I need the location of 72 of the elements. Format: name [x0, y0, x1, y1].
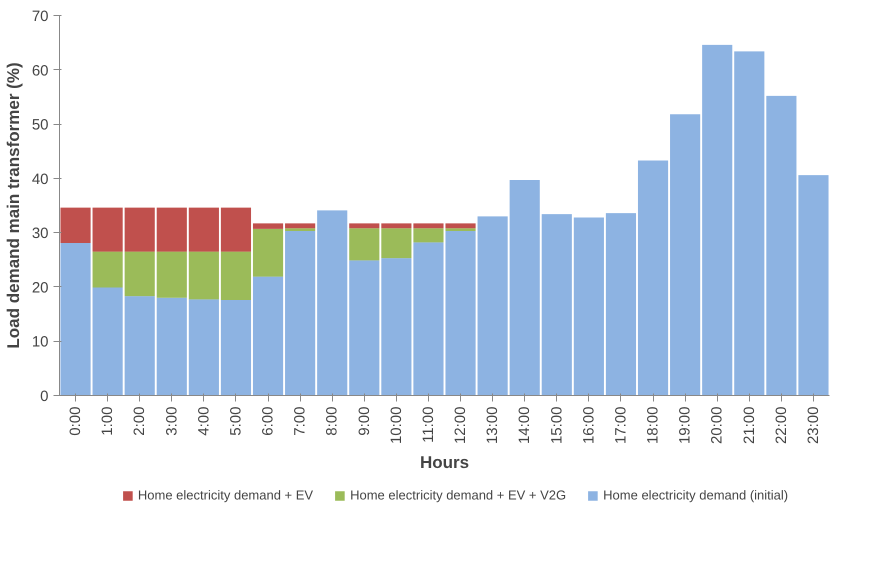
- bar: [413, 223, 444, 228]
- x-tick-label: 10:00: [388, 406, 405, 444]
- x-axis-title: Hours: [420, 453, 470, 472]
- bar: [381, 228, 412, 258]
- y-axis-title: Load demand main transformer (%): [4, 62, 23, 349]
- bar: [445, 231, 476, 396]
- bar: [252, 223, 284, 229]
- y-tick-label: 70: [32, 8, 49, 25]
- x-tick-label: 18:00: [644, 406, 662, 444]
- bar: [413, 228, 444, 242]
- bar: [349, 223, 380, 228]
- bar: [252, 228, 284, 277]
- bar: [285, 231, 316, 396]
- bar: [798, 175, 829, 396]
- x-tick-label: 5:00: [227, 406, 244, 436]
- x-tick-label: 1:00: [99, 406, 116, 436]
- y-tick-label: 50: [32, 116, 49, 134]
- x-tick-label: 19:00: [676, 406, 694, 444]
- bar: [670, 114, 700, 396]
- x-tick-label: 6:00: [260, 406, 277, 436]
- bar: [574, 217, 604, 396]
- y-tick-label: 20: [32, 279, 49, 296]
- bar: [60, 208, 91, 243]
- bar: [220, 252, 252, 300]
- bar: [188, 208, 219, 252]
- x-tick-label: 15:00: [548, 406, 566, 444]
- y-tick-label: 10: [32, 334, 49, 351]
- bar: [220, 300, 252, 396]
- bar: [92, 287, 123, 396]
- bar: [638, 160, 668, 396]
- x-tick-label: 21:00: [740, 406, 758, 444]
- x-tick-label: 4:00: [195, 406, 212, 436]
- x-tick-label: 12:00: [452, 406, 470, 444]
- x-tick-label: 3:00: [163, 406, 180, 436]
- bar: [188, 299, 219, 396]
- x-tick-label: 22:00: [772, 406, 790, 444]
- bar: [220, 208, 252, 252]
- x-tick-label: 9:00: [356, 406, 373, 436]
- x-tick-label: 16:00: [580, 406, 598, 444]
- bar: [766, 96, 796, 396]
- bar: [381, 223, 412, 228]
- x-tick-label: 2:00: [131, 406, 148, 436]
- bar: [606, 213, 636, 396]
- bar: [285, 223, 316, 228]
- y-tick-label: 0: [40, 388, 48, 405]
- legend-label: Home electricity demand (initial): [603, 488, 788, 502]
- bar: [60, 242, 91, 396]
- bar: [445, 228, 476, 232]
- bar: [381, 258, 412, 396]
- legend-label: Home electricity demand + EV + V2G: [350, 488, 566, 502]
- x-tick-label: 11:00: [420, 406, 437, 443]
- bar: [478, 216, 508, 396]
- bar: [413, 242, 444, 396]
- bar: [445, 223, 476, 228]
- y-tick-label: 40: [32, 170, 49, 188]
- x-tick-label: 0:00: [67, 406, 84, 436]
- bar: [92, 252, 123, 288]
- x-tick-label: 23:00: [804, 406, 822, 444]
- y-tick-label: 30: [32, 225, 49, 242]
- x-tick-label: 8:00: [324, 406, 341, 436]
- bar: [252, 276, 284, 396]
- bar: [285, 228, 316, 232]
- x-tick-label: 13:00: [484, 406, 502, 444]
- legend-label: Home electricity demand + EV: [138, 488, 314, 502]
- bar: [92, 208, 123, 252]
- x-tick-label: 17:00: [612, 406, 630, 444]
- bar: [188, 252, 219, 300]
- x-tick-label: 14:00: [516, 406, 534, 444]
- bar: [349, 228, 380, 260]
- x-tick-label: 20:00: [708, 406, 726, 444]
- y-tick-label: 60: [32, 62, 49, 80]
- x-tick-label: 7:00: [292, 406, 309, 436]
